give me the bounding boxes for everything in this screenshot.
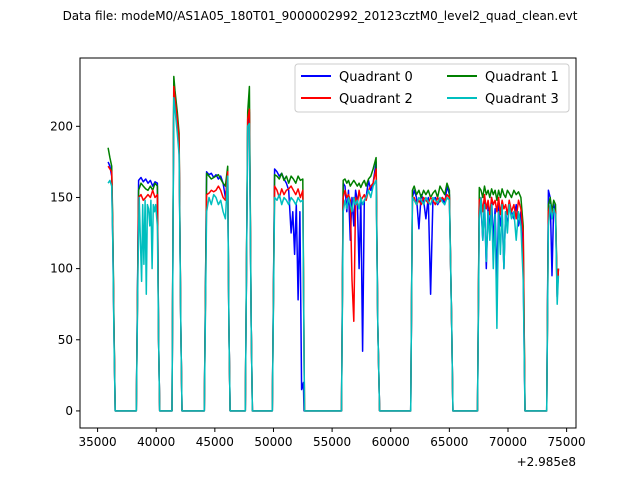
y-tick-label: 0 — [65, 404, 73, 418]
plot-frame — [79, 57, 577, 429]
x-axis: 35000 40000 45000 50000 55000 60000 65000 70000… — [78, 428, 586, 449]
x-tick-label: 65000 — [430, 435, 468, 449]
y-tick-label: 100 — [50, 262, 73, 276]
y-tick-label: 200 — [50, 119, 73, 133]
legend: Quadrant 0 Quadrant 1 Quadrant 2 Quadrant 3 — [294, 63, 570, 113]
y-tick-label: 50 — [58, 333, 73, 347]
chart-title: Data file: modeM0/AS1A05_180T01_90000029… — [63, 9, 578, 23]
series-line-quadrant-0 — [107, 94, 560, 412]
x-tick-label: 70000 — [489, 435, 527, 449]
legend-box — [294, 63, 570, 113]
legend-label-quadrant-2: Quadrant 2 — [339, 92, 413, 107]
x-tick-label: 50000 — [254, 435, 292, 449]
legend-label-quadrant-1: Quadrant 1 — [485, 70, 559, 85]
x-tick-label: 55000 — [313, 435, 351, 449]
plot-lines — [107, 75, 560, 412]
legend-label-quadrant-3: Quadrant 3 — [485, 92, 559, 107]
x-tick-label: 60000 — [372, 435, 410, 449]
x-offset-label: +2.985e8 — [517, 455, 576, 469]
legend-label-quadrant-0: Quadrant 0 — [339, 70, 413, 85]
series-line-quadrant-1 — [107, 75, 560, 412]
x-tick-label: 40000 — [137, 435, 175, 449]
x-tick-label: 45000 — [196, 435, 234, 449]
y-axis: 0 50 100 150 200 — [50, 119, 80, 418]
series-line-quadrant-2 — [107, 85, 560, 412]
y-tick-label: 150 — [50, 190, 73, 204]
series-line-quadrant-3 — [107, 97, 560, 412]
x-tick-label: 35000 — [78, 435, 116, 449]
x-tick-label: 75000 — [548, 435, 586, 449]
